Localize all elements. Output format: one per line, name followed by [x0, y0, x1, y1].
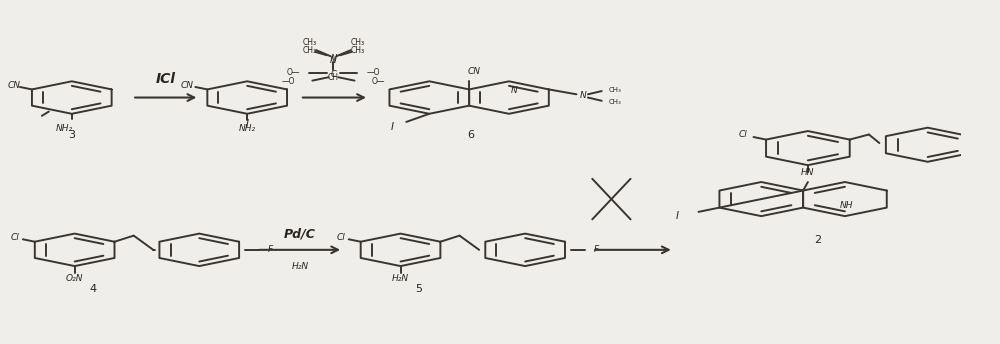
Text: I: I — [391, 122, 394, 132]
Text: O—: O— — [286, 68, 300, 77]
Text: CH₃: CH₃ — [350, 39, 364, 47]
Text: F: F — [268, 245, 273, 254]
Text: H₂N: H₂N — [291, 261, 308, 271]
Text: NH₂: NH₂ — [56, 124, 73, 133]
Text: CH₃: CH₃ — [302, 46, 317, 55]
Text: CH: CH — [328, 73, 339, 82]
Text: CH₃: CH₃ — [302, 39, 317, 47]
Text: —O: —O — [367, 68, 380, 77]
Text: CN: CN — [8, 81, 21, 90]
Text: 6: 6 — [467, 130, 474, 140]
Text: H₂N: H₂N — [392, 274, 409, 283]
Text: N: N — [510, 86, 517, 95]
Text: Pd/C: Pd/C — [284, 227, 316, 240]
Text: NH₂: NH₂ — [239, 124, 256, 133]
Text: CH₃: CH₃ — [350, 46, 364, 55]
Text: O—: O— — [372, 77, 385, 86]
Text: N: N — [330, 56, 337, 65]
Text: O₂N: O₂N — [66, 274, 83, 283]
Text: C: C — [331, 70, 336, 79]
Text: NH: NH — [840, 201, 854, 211]
Text: Cl: Cl — [739, 130, 747, 139]
Text: 3: 3 — [68, 130, 75, 140]
Text: I: I — [676, 211, 679, 221]
Text: I: I — [246, 119, 249, 129]
Text: N: N — [330, 54, 337, 63]
Text: CN: CN — [467, 67, 480, 76]
Text: N: N — [580, 92, 587, 100]
Text: Cl: Cl — [336, 233, 345, 242]
Text: Cl: Cl — [11, 233, 19, 242]
Text: ICl: ICl — [156, 72, 176, 86]
Text: CH₃: CH₃ — [609, 87, 621, 93]
Text: 2: 2 — [814, 235, 821, 245]
Text: HN: HN — [801, 168, 815, 177]
Text: CN: CN — [181, 81, 194, 90]
Text: F: F — [594, 245, 599, 254]
Text: —O: —O — [282, 77, 295, 86]
Text: CH₃: CH₃ — [609, 99, 621, 105]
Text: 5: 5 — [415, 284, 422, 294]
Text: 4: 4 — [90, 284, 97, 294]
